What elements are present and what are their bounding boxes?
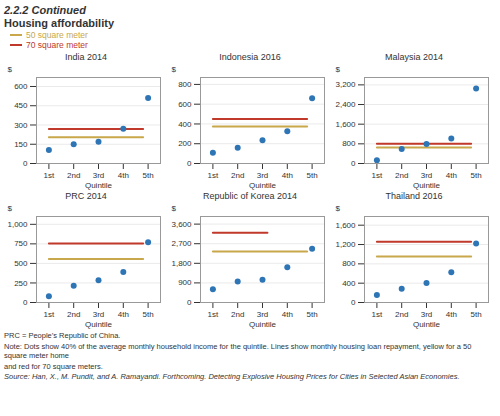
svg-text:4th: 4th	[282, 310, 293, 319]
svg-text:$: $	[172, 204, 177, 213]
html-text:PRC 2014: PRC 2014	[65, 191, 107, 201]
svg-text:1,200: 1,200	[335, 240, 356, 249]
svg-text:2nd: 2nd	[231, 171, 244, 180]
svg-text:1,000: 1,000	[7, 220, 28, 229]
svg-text:5th: 5th	[307, 310, 318, 319]
svg-text:800: 800	[178, 80, 192, 89]
svg-text:1st: 1st	[208, 310, 219, 319]
svg-text:$: $	[8, 65, 13, 74]
svg-text:$: $	[336, 204, 341, 213]
svg-text:1,800: 1,800	[171, 259, 192, 268]
svg-text:4th: 4th	[282, 171, 293, 180]
svg-text:0: 0	[187, 298, 192, 307]
svg-text:4th: 4th	[118, 171, 129, 180]
svg-text:200: 200	[178, 139, 192, 148]
html-text:2.2.2 Continued: 2.2.2 Continued	[4, 4, 86, 16]
html-text:70 square meter: 70 square meter	[26, 40, 88, 50]
svg-text:1,600: 1,600	[335, 221, 356, 230]
svg-text:5th: 5th	[143, 310, 154, 319]
svg-text:0: 0	[351, 159, 356, 168]
svg-text:5th: 5th	[143, 171, 154, 180]
svg-text:300: 300	[14, 121, 28, 130]
svg-text:0: 0	[23, 159, 28, 168]
svg-text:2nd: 2nd	[395, 310, 408, 319]
svg-text:1,600: 1,600	[335, 120, 356, 129]
svg-text:750: 750	[14, 239, 28, 248]
svg-text:4th: 4th	[118, 310, 129, 319]
svg-text:0: 0	[23, 298, 28, 307]
svg-text:3rd: 3rd	[421, 310, 433, 319]
html-text:Indonesia 2016: Indonesia 2016	[219, 52, 281, 62]
svg-text:2,400: 2,400	[335, 100, 356, 109]
svg-text:250: 250	[14, 279, 28, 288]
svg-text:4th: 4th	[446, 310, 457, 319]
svg-text:1st: 1st	[372, 171, 383, 180]
svg-text:$: $	[8, 204, 13, 213]
svg-text:5th: 5th	[307, 171, 318, 180]
html-text:Note: Dots show 40% of the ave: Note: Dots show 40% of the average month…	[4, 341, 472, 360]
svg-text:3,200: 3,200	[335, 80, 356, 89]
svg-text:150: 150	[14, 140, 28, 149]
svg-text:2nd: 2nd	[231, 310, 244, 319]
svg-text:3,600: 3,600	[171, 220, 192, 229]
svg-text:$: $	[172, 65, 177, 74]
svg-text:600: 600	[178, 100, 192, 109]
svg-text:5th: 5th	[471, 171, 482, 180]
svg-text:Quintile: Quintile	[413, 320, 441, 329]
html-text:India 2014: India 2014	[65, 52, 107, 62]
svg-text:Quintile: Quintile	[249, 320, 277, 329]
svg-text:3rd: 3rd	[93, 310, 105, 319]
html-text:Source: Han, X., M. Pundit, an: Source: Han, X., M. Pundit, and A. Ramay…	[4, 372, 460, 381]
svg-text:0: 0	[351, 298, 356, 307]
svg-text:Quintile: Quintile	[249, 181, 277, 190]
svg-text:$: $	[336, 65, 341, 74]
svg-text:Quintile: Quintile	[85, 181, 113, 190]
svg-text:400: 400	[178, 120, 192, 129]
svg-text:900: 900	[178, 278, 192, 287]
svg-text:1st: 1st	[44, 310, 55, 319]
svg-text:800: 800	[342, 259, 356, 268]
svg-text:600: 600	[14, 82, 28, 91]
html-text:and red for 70 square meters.: and red for 70 square meters.	[4, 361, 103, 371]
svg-text:1st: 1st	[44, 171, 55, 180]
html-text:Thailand 2016: Thailand 2016	[385, 191, 443, 201]
svg-text:2nd: 2nd	[67, 310, 80, 319]
html-text:Malaysia 2014: Malaysia 2014	[385, 52, 443, 62]
html-text:PRC = People’s Republic of Chi: PRC = People’s Republic of China.	[4, 331, 121, 340]
html-text:50 square meter: 50 square meter	[26, 30, 88, 40]
svg-text:2nd: 2nd	[395, 171, 408, 180]
svg-text:5th: 5th	[471, 310, 482, 319]
svg-text:1st: 1st	[372, 310, 383, 319]
svg-text:800: 800	[342, 139, 356, 148]
svg-text:400: 400	[342, 279, 356, 288]
svg-text:500: 500	[14, 259, 28, 268]
svg-text:3rd: 3rd	[93, 171, 105, 180]
svg-text:1st: 1st	[208, 171, 219, 180]
svg-text:3rd: 3rd	[257, 171, 269, 180]
svg-text:0: 0	[187, 159, 192, 168]
svg-text:4th: 4th	[446, 171, 457, 180]
svg-text:Quintile: Quintile	[413, 181, 441, 190]
html-text:Housing affordability: Housing affordability	[4, 17, 114, 29]
svg-text:2,700: 2,700	[171, 239, 192, 248]
html-text:Republic of Korea 2014: Republic of Korea 2014	[203, 191, 297, 201]
svg-text:2nd: 2nd	[67, 171, 80, 180]
svg-text:3rd: 3rd	[257, 310, 269, 319]
svg-text:Quintile: Quintile	[85, 320, 113, 329]
svg-text:3rd: 3rd	[421, 171, 433, 180]
svg-text:450: 450	[14, 101, 28, 110]
